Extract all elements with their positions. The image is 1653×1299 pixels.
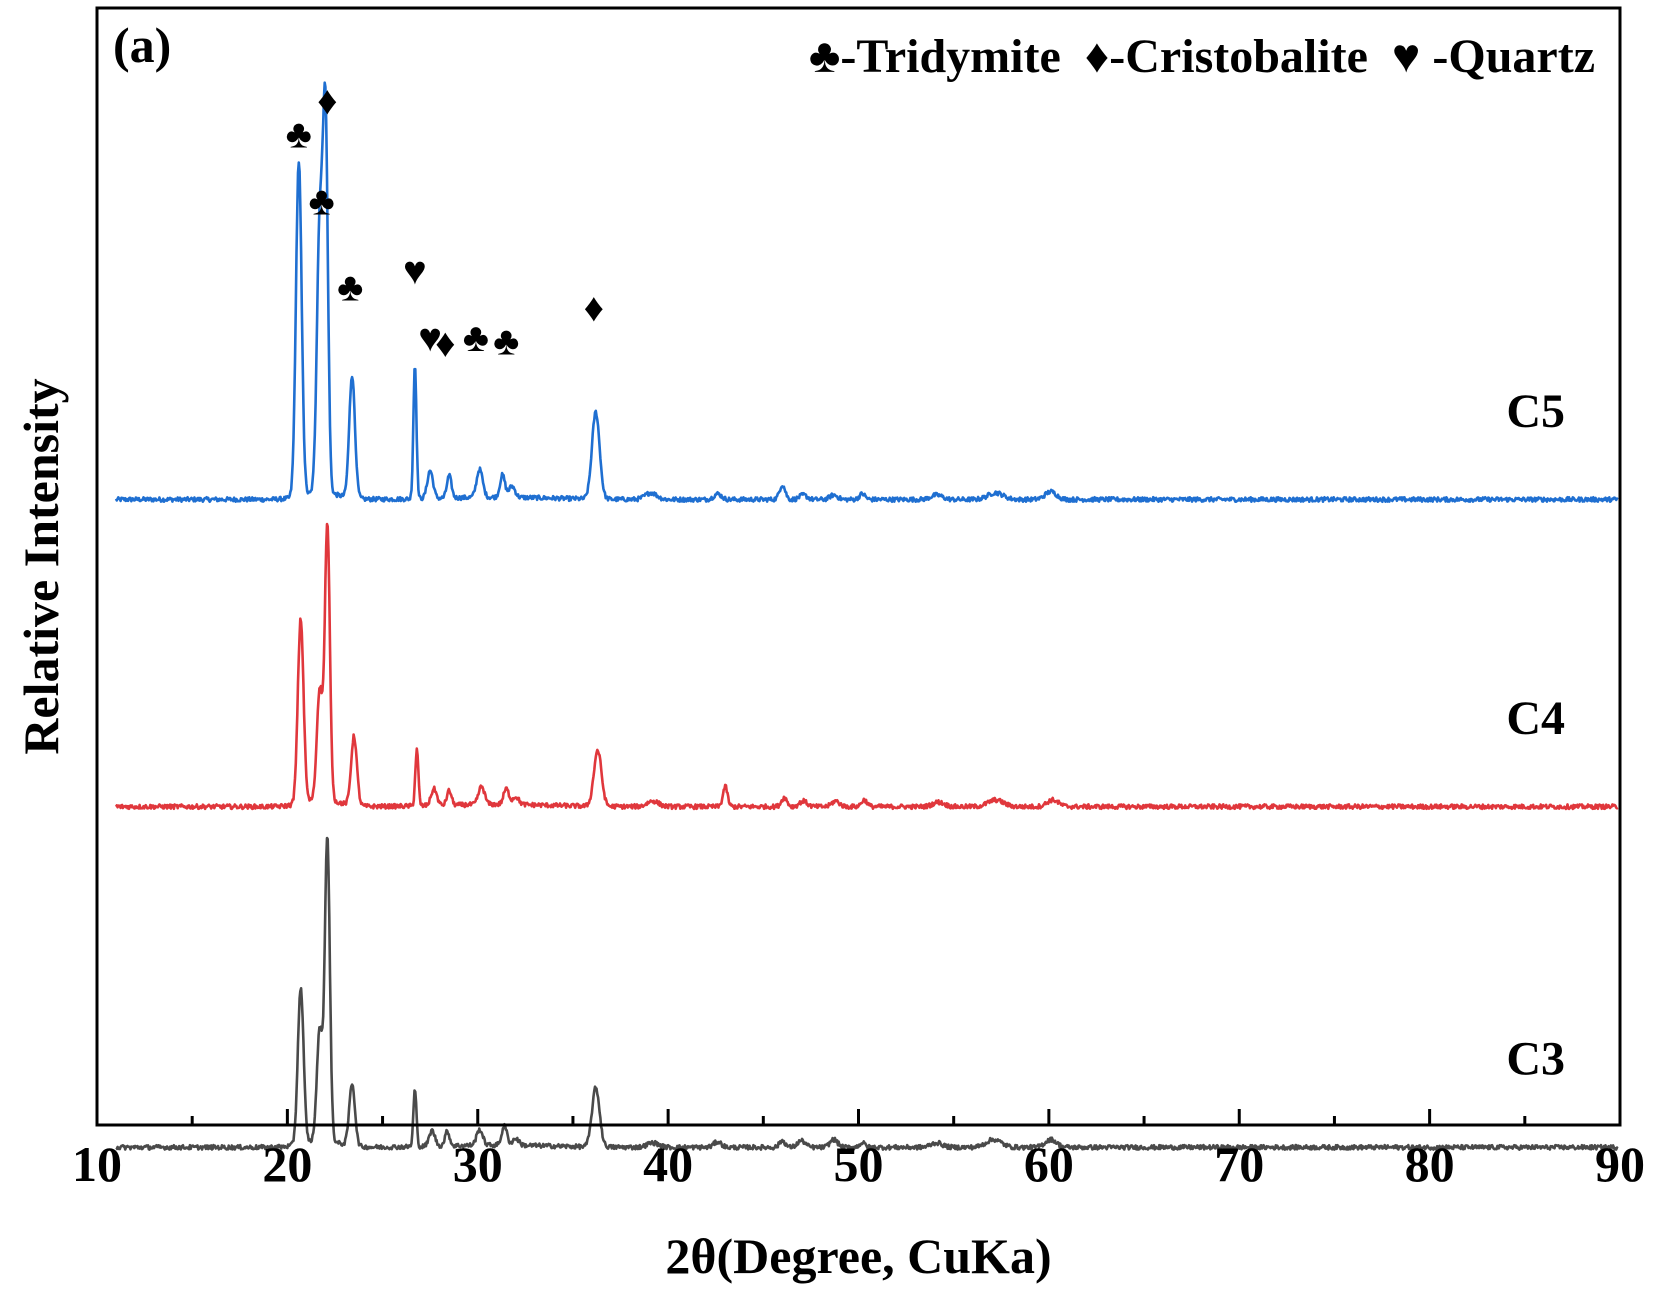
peak-marker: ♦ <box>317 78 337 123</box>
panel-label: (a) <box>113 17 171 73</box>
series-label-c4: C4 <box>1506 692 1565 745</box>
x-axis: 10 20 30 40 50 60 70 80 90 <box>72 1109 1645 1192</box>
x-tick-label: 30 <box>453 1136 503 1192</box>
series-line-c4 <box>114 522 1619 811</box>
x-tick-label: 20 <box>262 1136 312 1192</box>
series-label-c3: C3 <box>1506 1033 1565 1086</box>
series-line-c3 <box>115 836 1619 1151</box>
peak-marker: ♣ <box>286 112 312 157</box>
x-tick-label: 80 <box>1405 1136 1455 1192</box>
peak-marker: ♣ <box>309 179 335 224</box>
peak-marker: ♣ <box>493 318 519 363</box>
x-tick-label: 50 <box>834 1136 884 1192</box>
x-axis-title: 2θ(Degree, CuKa) <box>665 1228 1051 1284</box>
legend-symbol-cristobalite: ♦ <box>1061 30 1110 83</box>
x-tick-label: 40 <box>643 1136 693 1192</box>
legend-label-quartz: -Quartz <box>1420 30 1595 83</box>
legend-label-tridymite: -Tridymite <box>840 30 1060 83</box>
peak-marker: ♥ <box>418 315 442 360</box>
series-line-c5 <box>114 81 1619 503</box>
x-tick-label: 90 <box>1595 1136 1645 1192</box>
x-tick-label: 70 <box>1214 1136 1264 1192</box>
legend-label-cristobalite: -Cristobalite <box>1109 30 1368 83</box>
peak-marker: ♦ <box>584 285 604 330</box>
y-axis-title: Relative Intensity <box>13 378 69 754</box>
legend-symbol-tridymite: ♣ <box>809 30 841 83</box>
legend-symbol-quartz: ♥ <box>1368 30 1421 83</box>
series-label-c5: C5 <box>1506 385 1565 438</box>
peak-marker: ♣ <box>463 315 489 360</box>
peak-marker: ♦ <box>435 321 455 366</box>
peak-marker: ♥ <box>403 248 427 293</box>
x-tick-label: 10 <box>72 1136 122 1192</box>
peak-marker: ♣ <box>337 265 363 310</box>
legend-entries: ♣-Tridymite ♦-Cristobalite ♥ -Quartz <box>809 30 1595 83</box>
x-tick-label: 60 <box>1024 1136 1074 1192</box>
legend: ♣-Tridymite ♦-Cristobalite ♥ -Quartz <box>809 30 1595 83</box>
